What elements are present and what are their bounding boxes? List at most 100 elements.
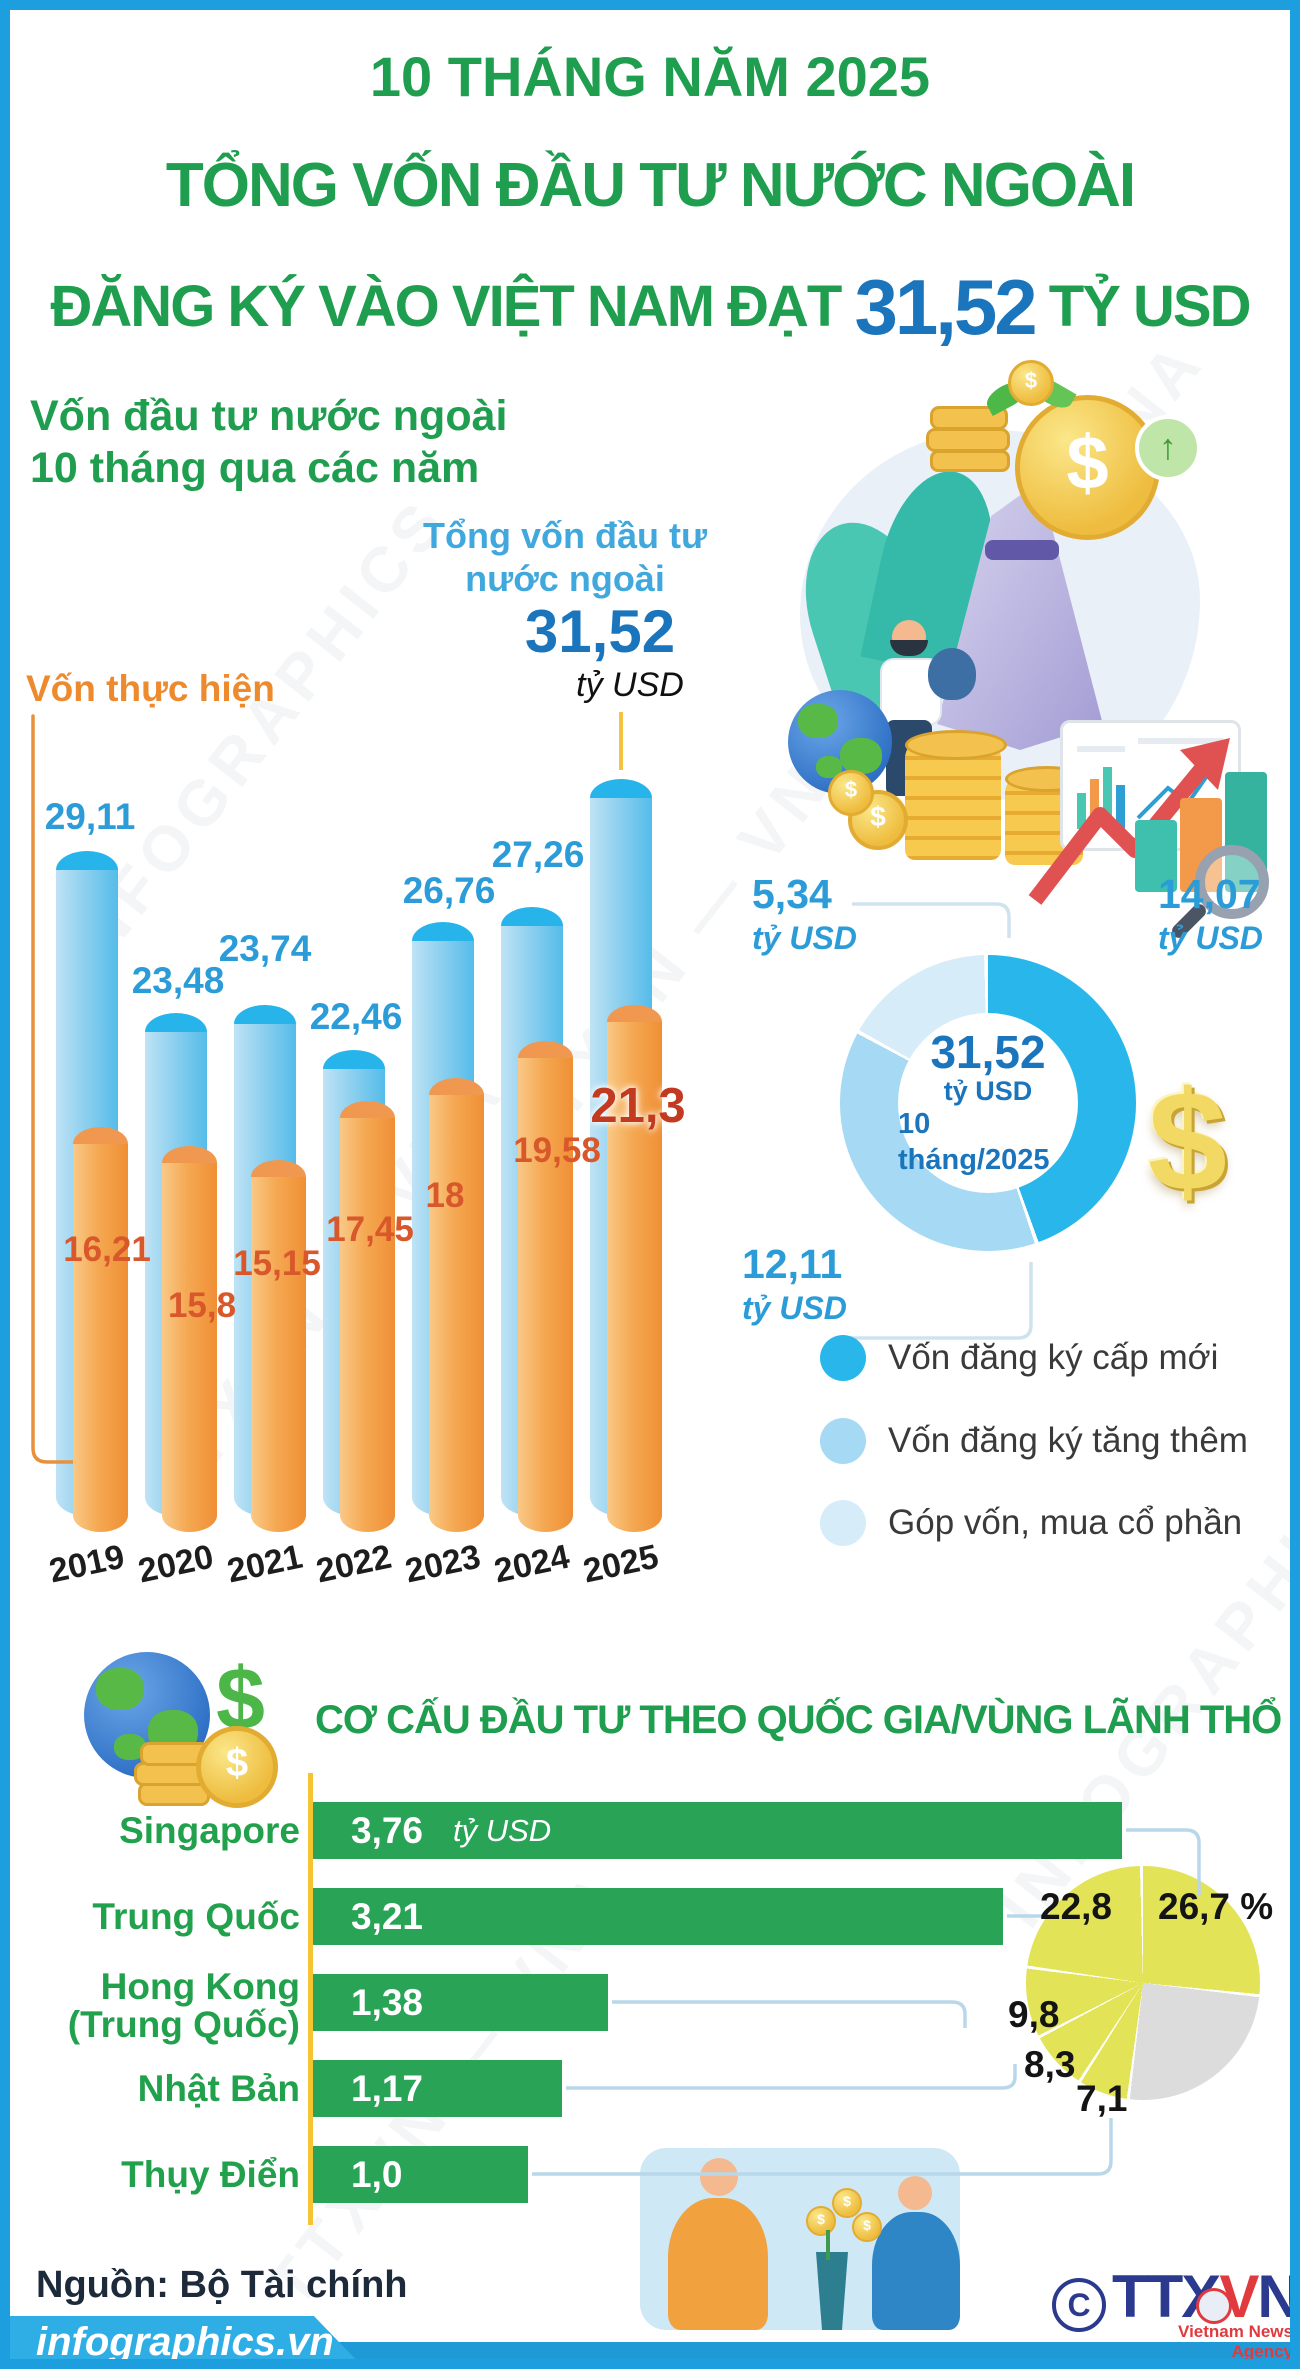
frame-right (1290, 0, 1300, 2369)
donut-label-new-unit: tỷ USD (1158, 920, 1263, 956)
coin-stack-icon (930, 450, 1010, 472)
registered-value-2023: 26,76 (402, 870, 496, 911)
donut-label-added-value: 12,11 (742, 1241, 843, 1287)
country-name-hongkong: Hong Kong (Trung Quốc) (18, 1968, 300, 2044)
header-title-line1: TỔNG VỐN ĐẦU TƯ NƯỚC NGOÀI (165, 151, 1136, 220)
legend-item-added: Vốn đăng ký tăng thêm (820, 1418, 1248, 1464)
country-bar-hongkong: 1,38 (313, 1974, 608, 2031)
header-title-suffix: TỶ USD (1034, 274, 1252, 339)
country-bar-singapore: 3,76 tỷ USD (313, 1802, 1122, 1859)
country-value-japan: 1,17 (351, 2067, 424, 2109)
legend-label-shares: Góp vốn, mua cổ phần (888, 1503, 1243, 1542)
realized-series-label: Vốn thực hiện (26, 668, 275, 709)
magnifier-icon (1195, 845, 1269, 919)
dollar-coin-icon: $ (196, 1726, 278, 1808)
donut-label-new-value: 14,07 (1158, 871, 1261, 917)
growth-arrow-icon (1028, 738, 1230, 905)
donut-center-value: 31,52 (930, 1026, 1046, 1078)
registered-value-2021: 23,74 (218, 928, 312, 969)
country-name-china: Trung Quốc (92, 1896, 300, 1937)
frame-top (0, 0, 1300, 10)
country-section-title: CƠ CẤU ĐẦU TƯ THEO QUỐC GIA/VÙNG LÃNH TH… (315, 1698, 1282, 1742)
country-name-hongkong-line1: Hong Kong (100, 1966, 300, 2007)
realized-bar-2021 (251, 1177, 306, 1532)
footer-coin-icon: $ (806, 2206, 836, 2236)
legend-label-added: Vốn đăng ký tăng thêm (888, 1421, 1248, 1460)
registered-series-label: Tổng vốn đầu tư nước ngoài (390, 514, 740, 600)
pie-label-singapore: 26,7 % (1158, 1886, 1274, 1927)
registered-value-2019: 29,11 (44, 796, 136, 837)
header-title-line2: ĐĂNG KÝ VÀO VIỆT NAM ĐẠT 31,52 TỶ USD (0, 262, 1300, 353)
trend-chart-subtitle-line1: Vốn đầu tư nước ngoài (30, 392, 508, 440)
country-value-hongkong: 1,38 (351, 1981, 424, 2023)
footer-plant-vase (816, 2252, 848, 2330)
footer-person-left-body (668, 2198, 768, 2330)
money-bag-knot (985, 540, 1059, 560)
country-value-sweden: 1,0 (351, 2153, 403, 2195)
header-total-value: 31,52 (854, 263, 1037, 351)
realized-value-2023: 18 (425, 1176, 465, 1215)
site-link[interactable]: infographics.vn (36, 2320, 334, 2364)
footer-person-right-head (898, 2176, 932, 2210)
pie-label-hongkong: 9,8 (1008, 1994, 1060, 2035)
footer-coin-icon: $ (832, 2188, 862, 2218)
businessman-beard (890, 640, 928, 656)
pie-label-sweden: 7,1 (1076, 2078, 1128, 2119)
donut-center-period: 10 tháng/2025 (898, 1108, 1050, 1176)
country-bar-japan: 1,17 (313, 2060, 562, 2117)
frame-left (0, 0, 10, 2369)
donut-label-new: 14,07 tỷ USD (1158, 872, 1263, 960)
realized-value-2025: 21,3 (590, 1079, 686, 1133)
registered-value-2022: 22,46 (309, 996, 403, 1037)
legend-dot-added (820, 1418, 866, 1464)
realized-value-2021: 15,15 (233, 1244, 321, 1283)
frame-bottom (0, 2359, 1300, 2369)
realized-bar-2023 (429, 1095, 484, 1532)
dollar-coin-icon: $ (1015, 395, 1160, 540)
country-name-hongkong-line2: (Trung Quốc) (67, 2004, 300, 2045)
footer-coin-icon: $ (852, 2212, 882, 2242)
legend-item-shares: Góp vốn, mua cổ phần (820, 1500, 1242, 1546)
registered-series-label-line1: Tổng vốn đầu tư (422, 515, 708, 556)
coin-icon: $ (828, 770, 874, 816)
pie-label-japan: 8,3 (1024, 2044, 1076, 2085)
trend-chart-subtitle-line2: 10 tháng qua các năm (30, 444, 480, 492)
ttxvn-logo-subtitle: Vietnam News Agency (1178, 2322, 1293, 2361)
country-chart-axis (308, 1773, 313, 2225)
donut-label-added: 12,11 tỷ USD (742, 1242, 847, 1330)
country-name-singapore: Singapore (119, 1810, 300, 1851)
realized-bar-2024 (518, 1058, 573, 1532)
coin-stack-top (905, 730, 1007, 760)
realized-bar-2019 (73, 1144, 128, 1532)
registered-value-2024: 27,26 (491, 834, 585, 875)
footer-plant-stem (826, 2230, 830, 2260)
footer-person-right-body (872, 2212, 960, 2330)
pie-label-china: 22,8 (1040, 1886, 1113, 1927)
bar-cube-icon (1135, 820, 1177, 892)
country-share-pie (1026, 1866, 1260, 2100)
copyright-icon: C (1052, 2278, 1106, 2332)
sprout-coin-icon: $ (1008, 360, 1054, 406)
realized-value-2024: 19,58 (513, 1131, 601, 1170)
country-name-sweden: Thụy Điển (121, 2154, 300, 2195)
donut-center: 31,52 tỷ USD 10 tháng/2025 (898, 1013, 1078, 1193)
country-bar-china: 3,21 (313, 1888, 1003, 1945)
coin-stack-icon (926, 428, 1010, 452)
registered-total-unit: tỷ USD (576, 666, 684, 704)
businessman-sack (928, 648, 976, 700)
donut-label-added-unit: tỷ USD (742, 1290, 847, 1326)
header-period: 10 THÁNG NĂM 2025 (369, 45, 931, 108)
country-value-singapore: 3,76 (351, 1809, 424, 1851)
arrow-up-badge-icon: ↑ (1135, 415, 1201, 481)
donut-center-unit: tỷ USD (943, 1076, 1033, 1106)
realized-bar-2020 (162, 1163, 217, 1532)
realized-bar-2022 (340, 1118, 395, 1532)
donut-label-shares-value: 5,34 (752, 871, 832, 917)
registered-series-label-line2: nước ngoài (465, 558, 665, 599)
trend-chart-subtitle: Vốn đầu tư nước ngoài 10 tháng qua các n… (30, 390, 507, 494)
country-value-china: 3,21 (351, 1895, 424, 1937)
gold-dollar-icon: $ (1148, 1062, 1227, 1221)
country-bar-sweden: 1,0 (313, 2146, 528, 2203)
registered-total-value: 31,52 (524, 598, 676, 665)
